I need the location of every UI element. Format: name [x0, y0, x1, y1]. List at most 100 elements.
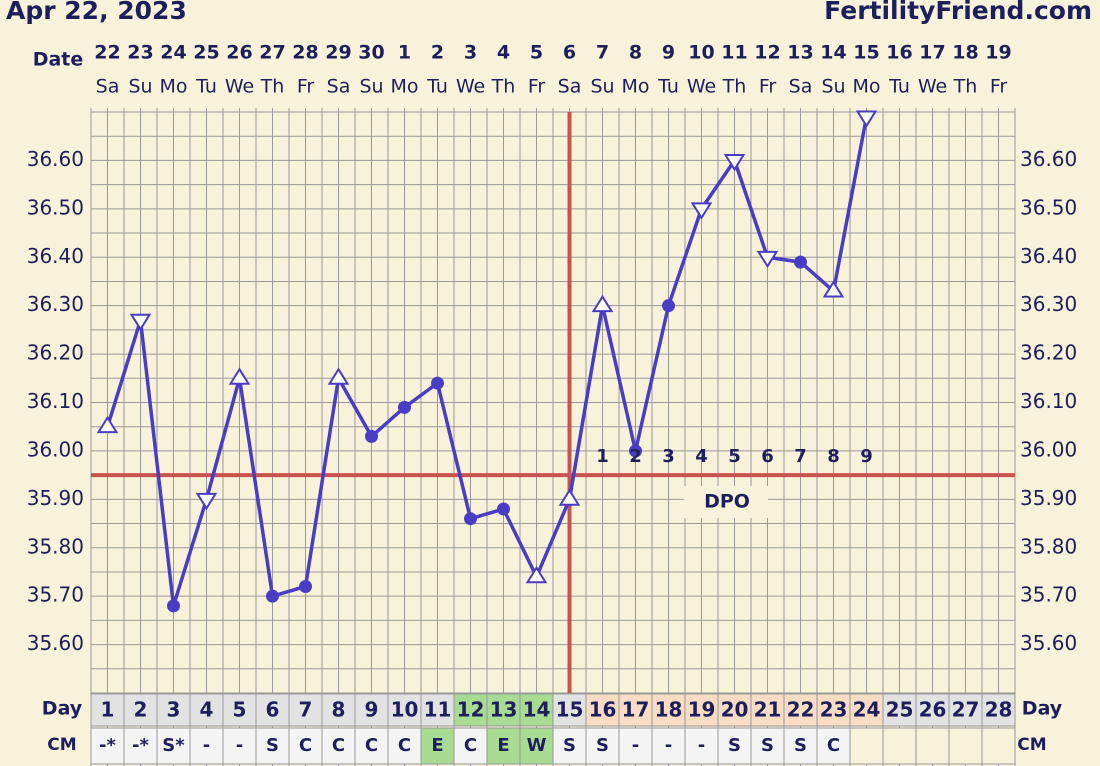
temperature-point — [365, 429, 378, 443]
day-cell — [552, 693, 587, 727]
marks: DPO — [91, 110, 1015, 693]
cm-cell — [354, 727, 389, 765]
cm-value: - — [203, 735, 210, 756]
day-number: 13 — [490, 698, 518, 722]
y-tick-label-right: 36.60 — [1020, 147, 1077, 171]
day-number: 22 — [787, 698, 815, 722]
day-number: 24 — [853, 698, 881, 722]
temperature-point — [497, 502, 510, 516]
day-cell — [453, 693, 488, 727]
day-cell — [651, 693, 686, 727]
cm-cell — [387, 727, 422, 765]
day-number: 27 — [952, 698, 980, 722]
cm-cell — [684, 727, 719, 765]
weekday-label: Su — [590, 76, 614, 98]
day-number: 1 — [101, 698, 115, 722]
day-cell — [882, 693, 917, 727]
cm-label-right: CM — [1017, 735, 1046, 755]
cm-cell — [552, 727, 587, 765]
day-cell — [915, 693, 950, 727]
weekday-label: Th — [722, 76, 747, 98]
dpo-box — [684, 486, 768, 518]
day-number: 19 — [688, 698, 716, 722]
temperature-point — [794, 255, 807, 269]
day-number: 17 — [622, 698, 650, 722]
date-label: 28 — [292, 42, 318, 64]
cm-cell — [981, 727, 1016, 765]
cm-value: S — [761, 735, 774, 756]
date-label: 18 — [952, 42, 978, 64]
y-tick-label-right: 35.80 — [1020, 534, 1077, 558]
weekday-label: Sa — [96, 76, 120, 98]
temperature-point — [855, 110, 878, 128]
temperature-point — [662, 299, 675, 313]
date-label: 14 — [820, 42, 846, 64]
dpo-number: 2 — [629, 446, 642, 467]
cm-cell — [915, 727, 950, 765]
weekday-label: We — [456, 76, 485, 98]
date-label: 7 — [596, 42, 609, 64]
weekday-label: Fr — [990, 76, 1008, 98]
temperature-point — [525, 565, 548, 584]
y-tick-label: 35.60 — [27, 631, 84, 655]
dpo-number: 4 — [695, 446, 708, 467]
day-cell — [321, 693, 356, 727]
date-label: 9 — [662, 42, 675, 64]
cm-value: E — [431, 735, 443, 756]
y-tick-label: 36.20 — [27, 341, 84, 365]
dpo-number: 8 — [827, 446, 840, 467]
date-label: 19 — [985, 42, 1011, 64]
day-number: 8 — [332, 698, 346, 722]
date-label: 30 — [358, 42, 384, 64]
weekday-label: Fr — [528, 76, 546, 98]
temperature-point — [591, 294, 614, 313]
weekday-label: Th — [260, 76, 285, 98]
date-label: 2 — [431, 42, 444, 64]
date-label: 3 — [464, 42, 477, 64]
date-label: 6 — [563, 42, 576, 64]
weekday-label: Fr — [759, 76, 777, 98]
date-label: 12 — [754, 42, 780, 64]
day-number: 10 — [391, 698, 419, 722]
y-tick-label: 35.70 — [27, 583, 84, 607]
day-number: 23 — [820, 698, 848, 722]
dpo-number: 7 — [794, 446, 807, 467]
dpo-number: 9 — [860, 446, 873, 467]
day-cell — [156, 693, 191, 727]
date-label: 15 — [853, 42, 879, 64]
temperature-point — [558, 488, 581, 506]
cm-cell — [255, 727, 290, 765]
weekday-label: Mo — [852, 76, 880, 98]
cm-value: S — [728, 735, 741, 756]
day-cell — [981, 693, 1016, 727]
y-tick-label: 35.80 — [27, 534, 84, 558]
day-number: 21 — [754, 698, 782, 722]
day-cell — [750, 693, 785, 727]
weekday-label: Su — [821, 76, 845, 98]
temperature-point — [228, 367, 251, 385]
temperature-point — [398, 400, 411, 414]
weekday-label: Sa — [327, 76, 351, 98]
weekday-label: Sa — [558, 76, 582, 98]
y-tick-label-right: 36.00 — [1020, 437, 1077, 461]
cm-value: C — [464, 735, 477, 756]
cm-value: C — [398, 735, 411, 756]
date-label: 11 — [721, 42, 747, 64]
date-label: 13 — [787, 42, 813, 64]
cm-value: - — [236, 735, 243, 756]
day-cell — [585, 693, 620, 727]
day-cell — [849, 693, 884, 727]
cm-value: C — [827, 735, 840, 756]
day-cell — [816, 693, 851, 727]
temperature-point — [756, 250, 779, 269]
day-cell — [222, 693, 257, 727]
chart-title: Apr 22, 2023 — [6, 0, 187, 25]
day-number: 14 — [523, 698, 551, 722]
y-tick-label-right: 35.90 — [1020, 486, 1077, 510]
day-number: 5 — [233, 698, 247, 722]
date-label: 4 — [497, 42, 510, 64]
day-number: 12 — [457, 698, 485, 722]
weekday-label: Su — [128, 76, 152, 98]
dpo-number: 5 — [728, 446, 741, 467]
